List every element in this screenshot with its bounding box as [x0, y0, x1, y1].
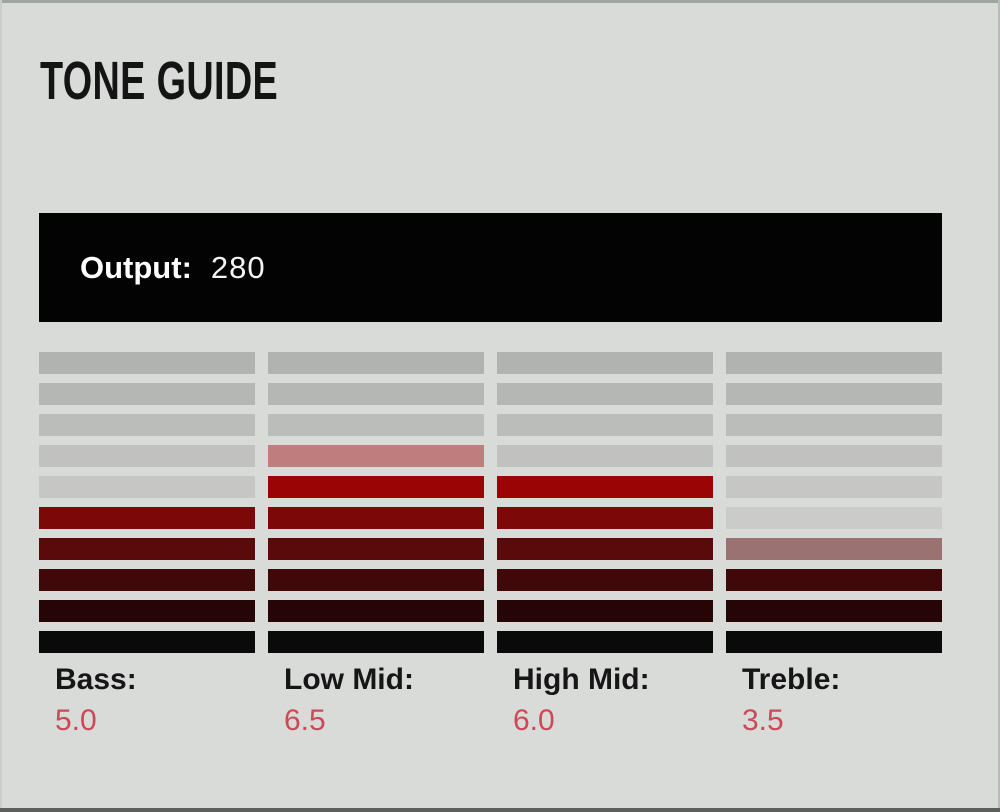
- meter-segment: [497, 352, 713, 374]
- channel-value: 3.5: [742, 704, 784, 737]
- meter-segment: [726, 600, 942, 622]
- meter-segment: [39, 600, 255, 622]
- meter-segment: [39, 445, 255, 467]
- meter-segment: [268, 352, 484, 374]
- meter-segment: [268, 476, 484, 498]
- meter-segment: [39, 476, 255, 498]
- meter-segment: [726, 569, 942, 591]
- channel-name: Low Mid:: [284, 663, 414, 696]
- meter-segment: [268, 414, 484, 436]
- meter-segment: [39, 352, 255, 374]
- output-value: 280: [210, 249, 266, 285]
- meter-segment: [39, 538, 255, 560]
- channel-value: 6.0: [513, 704, 555, 737]
- meter-segment: [726, 352, 942, 374]
- meter-segment: [39, 569, 255, 591]
- meter-segment: [497, 569, 713, 591]
- meter-segment: [268, 631, 484, 653]
- meter-segment: [497, 631, 713, 653]
- panel-top-border: [0, 0, 1000, 3]
- meter-segment: [268, 383, 484, 405]
- channel-name: High Mid:: [513, 663, 650, 696]
- meter-segment: [268, 445, 484, 467]
- meter-segment: [497, 383, 713, 405]
- meter-segment: [268, 600, 484, 622]
- panel-right-border: [998, 0, 1000, 812]
- meter-segment: [497, 476, 713, 498]
- output-display: Output: 280: [39, 213, 942, 322]
- channel-value: 5.0: [55, 704, 97, 737]
- meter-column-high-mid: High Mid: 6.0: [497, 352, 713, 738]
- output-label: Output:: [80, 249, 192, 285]
- channel-value: 6.5: [284, 704, 326, 737]
- channel-name: Treble:: [742, 663, 841, 696]
- meter-segment: [726, 476, 942, 498]
- page-title: TONE GUIDE: [40, 51, 279, 111]
- meter-segment: [39, 414, 255, 436]
- meter-segment: [726, 507, 942, 529]
- meter-segment: [268, 507, 484, 529]
- meter-segment: [497, 414, 713, 436]
- meter-segment: [726, 414, 942, 436]
- meter-segment: [39, 383, 255, 405]
- eq-meter: Bass: 5.0 Low Mid: 6.5 High Mid: 6.0 Treble: 3.…: [39, 352, 942, 738]
- meter-column-bass: Bass: 5.0: [39, 352, 255, 738]
- meter-segment: [726, 383, 942, 405]
- panel-left-border: [0, 0, 2, 812]
- meter-segment: [39, 507, 255, 529]
- meter-column-treble: Treble: 3.5: [726, 352, 942, 738]
- meter-segment: [726, 631, 942, 653]
- meter-column-low-mid: Low Mid: 6.5: [268, 352, 484, 738]
- meter-segment: [268, 569, 484, 591]
- meter-segment: [726, 538, 942, 560]
- meter-segment: [497, 538, 713, 560]
- meter-segment: [497, 600, 713, 622]
- meter-segment: [39, 631, 255, 653]
- panel-bottom-border: [0, 808, 1000, 812]
- meter-segment: [497, 445, 713, 467]
- meter-segment: [497, 507, 713, 529]
- channel-name: Bass:: [55, 663, 137, 696]
- meter-segment: [268, 538, 484, 560]
- meter-segment: [726, 445, 942, 467]
